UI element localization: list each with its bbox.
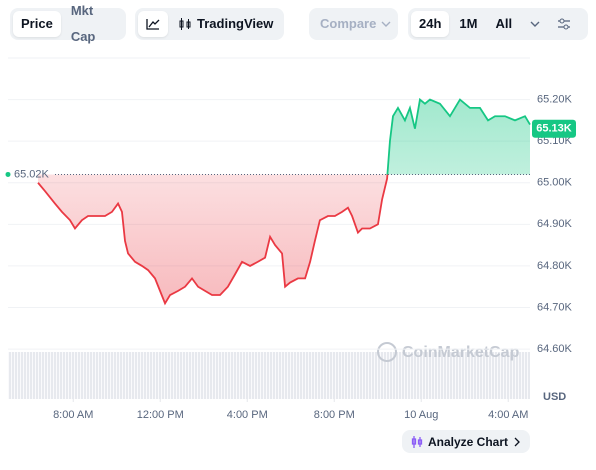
area-down [38, 174, 388, 304]
settings-button[interactable] [550, 11, 578, 37]
x-tick-label: 4:00 PM [227, 409, 268, 421]
analyze-label: Analyze Chart [427, 434, 509, 449]
candle-icon [179, 18, 191, 30]
y-tick-label: 65.00K [537, 177, 573, 189]
y-tick-label: 64.60K [537, 343, 573, 355]
x-tick-label: 4:00 AM [488, 409, 528, 421]
y-tick-label: 64.90K [537, 218, 573, 230]
x-tick-label: 8:00 AM [53, 409, 93, 421]
compare-button[interactable]: Compare [312, 11, 399, 37]
x-tick-label: 10 Aug [404, 409, 438, 421]
currency-label: USD [543, 391, 566, 403]
y-tick-label: 64.70K [537, 301, 573, 313]
range-more[interactable] [522, 11, 548, 37]
current-price-label: 65.13K [536, 123, 572, 135]
y-tick-label: 64.80K [537, 260, 573, 272]
tradingview-label: TradingView [197, 16, 274, 31]
range-1m[interactable]: 1M [459, 16, 478, 31]
line-up [386, 97, 531, 175]
compare-label: Compare [320, 16, 377, 31]
tab-group: Price Mkt Cap [10, 3, 126, 44]
volume-area [8, 352, 530, 399]
y-tick-label: 65.10K [537, 135, 573, 147]
chevron-right [514, 437, 520, 446]
tradingview-button[interactable]: TradingView [170, 11, 281, 37]
compare-group: Compare [309, 8, 398, 40]
chevron [381, 21, 391, 27]
analyze-icon [411, 435, 423, 448]
range-24h[interactable]: 24h [411, 11, 450, 37]
baseline-label: 65.02K [14, 168, 50, 180]
range-group: 24h 1M All [408, 8, 588, 40]
baseline-dot [5, 171, 11, 177]
tool-group: TradingView [135, 8, 284, 40]
current-price-tag [532, 119, 576, 138]
watermark: CoinMarketCap [377, 342, 520, 362]
tab-price[interactable]: Price [13, 11, 61, 37]
line-icon [146, 19, 160, 30]
settings-icon [558, 18, 571, 30]
area-up [38, 99, 530, 175]
chevron [530, 21, 540, 27]
range-all[interactable]: All [495, 16, 513, 31]
watermark-text: CoinMarketCap [402, 344, 520, 361]
line-down [37, 174, 389, 306]
y-tick-label: 65.20K [537, 93, 573, 105]
x-tick-label: 8:00 PM [314, 409, 355, 421]
analyze-chart-button[interactable]: Analyze Chart [402, 430, 530, 453]
x-tick-label: 12:00 PM [137, 409, 184, 421]
line-icon-button[interactable] [138, 11, 168, 37]
